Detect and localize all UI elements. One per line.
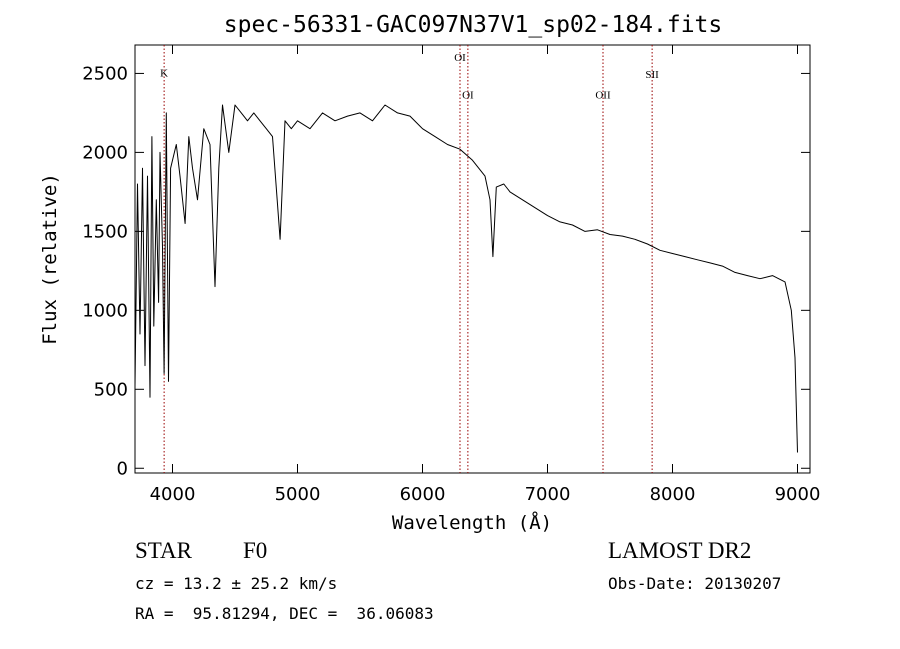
- y-axis-label: Flux (relative): [39, 173, 61, 345]
- object-class: STAR: [135, 538, 192, 563]
- x-tick-label-3: 7000: [525, 484, 571, 505]
- y-axis-ticks: 0 500 1000 1500 2000 2500: [82, 63, 810, 479]
- chart-title: spec-56331-GAC097N37V1_sp02-184.fits: [224, 12, 723, 38]
- y-tick-label-1: 500: [94, 379, 128, 400]
- y-tick-label-0: 0: [117, 458, 128, 479]
- object-subclass: F0: [243, 538, 268, 563]
- line-marker-label-4: SII: [645, 69, 659, 81]
- line-marker-label-3: OII: [595, 90, 611, 102]
- x-tick-label-5: 9000: [775, 484, 821, 505]
- line-marker-label-0: K: [160, 68, 168, 80]
- y-tick-label-3: 1500: [82, 221, 128, 242]
- plot-frame: [134, 44, 811, 474]
- spectrum-chart: spec-56331-GAC097N37V1_sp02-184.fits K OI…: [39, 12, 821, 534]
- line-markers: [163, 45, 653, 473]
- y-tick-label-2: 1000: [82, 300, 128, 321]
- line-marker-label-2: OI: [462, 90, 474, 102]
- spectrum-series: [134, 104, 798, 453]
- x-tick-label-1: 5000: [275, 484, 321, 505]
- x-tick-label-0: 4000: [150, 484, 196, 505]
- x-axis-label: Wavelength (Å): [392, 511, 552, 534]
- redshift-text: cz = 13.2 ± 25.2 km/s: [135, 574, 338, 593]
- y-tick-label-4: 2000: [82, 142, 128, 163]
- spectrum-line-0: [134, 104, 798, 453]
- obs-date-text: Obs-Date: 20130207: [608, 574, 782, 593]
- x-tick-label-4: 8000: [650, 484, 696, 505]
- coordinates-text: RA = 95.81294, DEC = 36.06083: [135, 604, 434, 623]
- line-marker-labels: K OI OI OII SII: [160, 52, 659, 102]
- y-tick-label-5: 2500: [82, 63, 128, 84]
- line-marker-label-1: OI: [454, 52, 466, 64]
- x-tick-label-2: 6000: [400, 484, 446, 505]
- survey-label: LAMOST DR2: [608, 538, 752, 563]
- x-axis-ticks: 4000 5000 6000 7000 8000 9000: [150, 45, 821, 505]
